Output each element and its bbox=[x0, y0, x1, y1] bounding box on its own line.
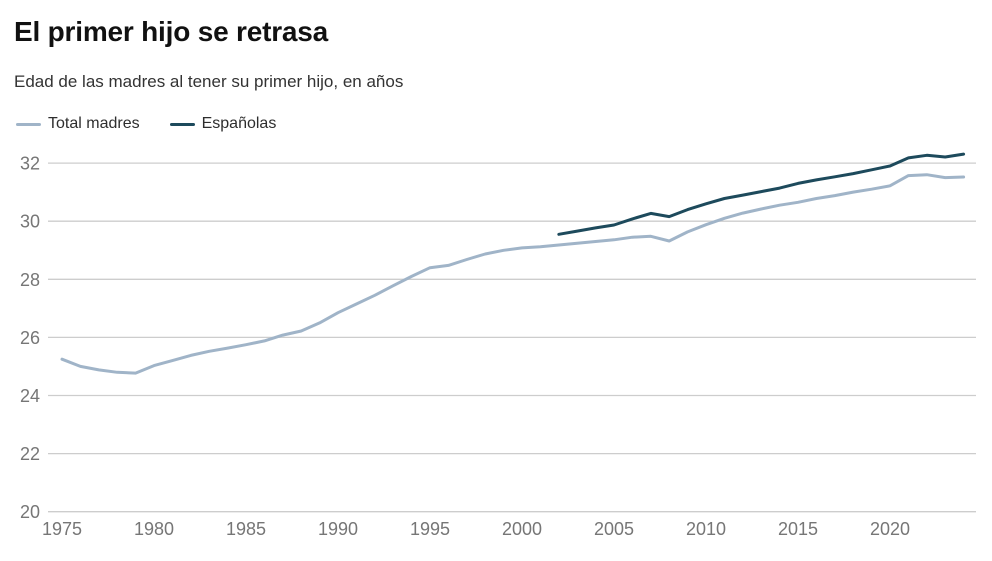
y-axis-tick-label: 26 bbox=[20, 328, 40, 348]
legend-line-swatch-total-madres-icon bbox=[16, 122, 41, 126]
x-axis-tick-label: 2005 bbox=[594, 519, 634, 539]
x-axis-tick-label: 1985 bbox=[226, 519, 266, 539]
x-axis-tick-label: 1995 bbox=[410, 519, 450, 539]
y-axis-tick-label: 20 bbox=[20, 502, 40, 522]
x-axis-tick-label: 1980 bbox=[134, 519, 174, 539]
y-axis-tick-label: 28 bbox=[20, 270, 40, 290]
series-line-total-madres bbox=[60, 173, 966, 375]
x-axis-tick-label: 2020 bbox=[870, 519, 910, 539]
legend: Total madres Españolas bbox=[16, 115, 276, 133]
y-axis-tick-label: 22 bbox=[20, 444, 40, 464]
x-axis-tick-label: 2010 bbox=[686, 519, 726, 539]
y-axis-tick-label: 24 bbox=[20, 386, 40, 406]
x-axis-tick-label: 1990 bbox=[318, 519, 358, 539]
x-axis-tick-label: 2015 bbox=[778, 519, 818, 539]
series-line-espanolas bbox=[557, 152, 966, 236]
legend-line-swatch-espanolas-icon bbox=[169, 122, 195, 126]
legend-item-espanolas: Españolas bbox=[169, 115, 277, 133]
y-axis-tick-label: 30 bbox=[20, 212, 40, 232]
legend-label-total-madres: Total madres bbox=[48, 115, 140, 132]
x-axis-tick-label: 1975 bbox=[42, 519, 82, 539]
legend-label-espanolas: Españolas bbox=[201, 115, 277, 132]
y-axis-tick-label: 32 bbox=[20, 154, 40, 174]
x-axis-tick-label: 2000 bbox=[502, 519, 542, 539]
page-title: El primer hijo se retrasa bbox=[14, 16, 329, 47]
legend-item-total-madres: Total madres bbox=[16, 115, 140, 133]
chart-subtitle: Edad de las madres al tener su primer hi… bbox=[14, 72, 404, 91]
